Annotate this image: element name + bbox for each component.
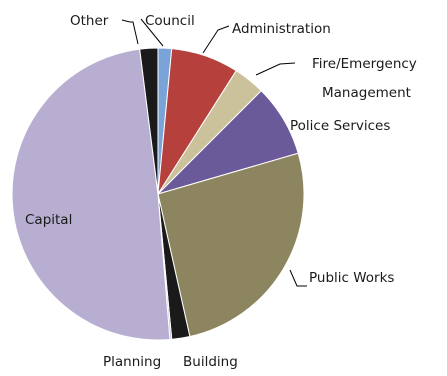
leader-line-fire [255,62,296,76]
pie-slice-capital [11,48,171,341]
pie-slice-public-works [157,152,305,338]
label-planning: Planning [103,354,161,370]
leader-line-other [121,19,139,45]
leader-line-public-works [289,269,307,287]
label-public-works: Public Works [309,270,394,286]
label-fire-line1: Fire/Emergency [312,56,417,72]
leader-line-council [140,18,164,47]
label-council: Council [145,13,195,29]
label-building: Building [183,354,238,370]
label-administration: Administration [232,21,331,37]
leader-line-administration [202,25,230,54]
pie-slice-other [139,47,159,195]
label-capital: Capital [25,212,72,228]
label-police: Police Services [290,118,390,134]
label-other: Other [70,13,109,29]
pie-slices [11,47,305,341]
label-fire-line2: Management [322,85,411,101]
